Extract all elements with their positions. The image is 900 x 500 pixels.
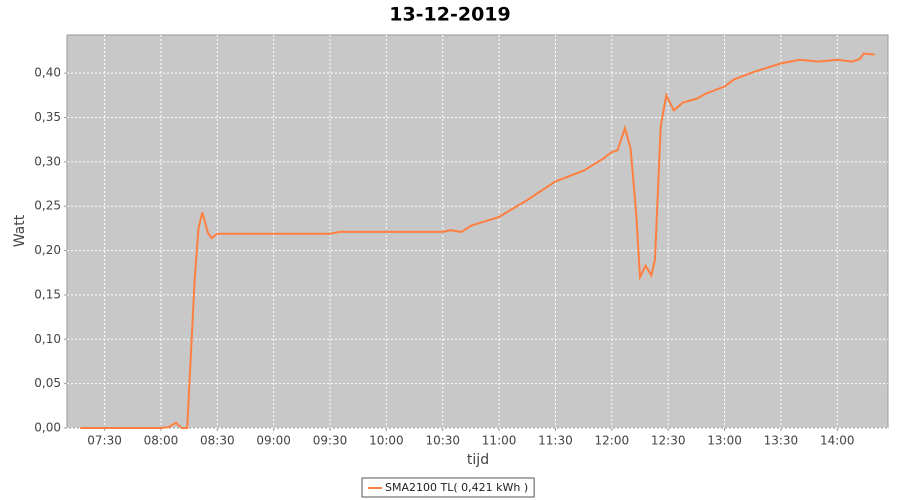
x-axis-label: tijd xyxy=(467,452,489,468)
x-tick-label: 08:00 xyxy=(144,434,179,448)
chart-title: 13-12-2019 xyxy=(389,4,511,26)
x-tick-label: 12:00 xyxy=(595,434,630,448)
y-tick-label: 0,35 xyxy=(34,110,61,124)
y-tick-label: 0,15 xyxy=(34,287,61,301)
y-axis-label: Watt xyxy=(12,214,28,247)
x-tick-label: 10:00 xyxy=(369,434,404,448)
y-tick-label: 0,05 xyxy=(34,376,61,390)
y-tick-label: 0,30 xyxy=(34,154,61,168)
x-tick-label: 11:30 xyxy=(538,434,573,448)
y-tick-label: 0,20 xyxy=(34,243,61,257)
plot-area xyxy=(66,34,889,429)
y-tick-label: 0,40 xyxy=(34,66,61,80)
x-tick-label: 07:30 xyxy=(87,434,122,448)
x-tick-label: 08:30 xyxy=(200,434,235,448)
y-tick-label: 0,25 xyxy=(34,199,61,213)
legend-box xyxy=(361,477,535,498)
line xyxy=(80,52,875,429)
x-tick-label: 09:00 xyxy=(256,434,291,448)
legend-label: SMA2100 TL( 0,421 kWh ) xyxy=(385,481,528,494)
y-tick-label: 0,00 xyxy=(34,421,61,435)
x-tick-label: 10:30 xyxy=(425,434,460,448)
x-tick-label: 12:30 xyxy=(651,434,686,448)
x-tick-label: 13:00 xyxy=(707,434,742,448)
x-tick-label: 09:30 xyxy=(313,434,348,448)
x-tick-label: 13:30 xyxy=(764,434,799,448)
x-tick-label: 14:00 xyxy=(820,434,855,448)
y-tick-label: 0,10 xyxy=(34,332,61,346)
x-tick-label: 11:00 xyxy=(482,434,517,448)
